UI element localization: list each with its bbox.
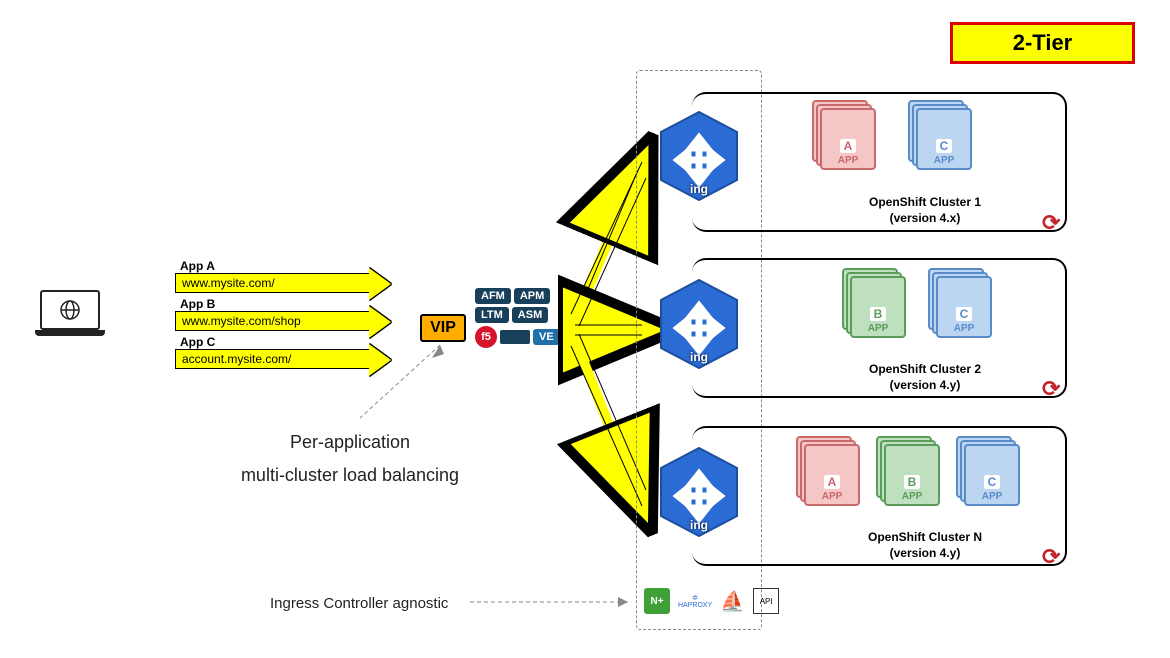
app-tile-c: CAPP: [916, 108, 972, 170]
cluster-2-caption: OpenShift Cluster 2(version 4.y): [820, 362, 1030, 393]
vip-label: VIP: [430, 319, 456, 337]
cluster-3-apps: AAPP BAPP CAPP: [804, 444, 1020, 506]
app-label-a: App A: [175, 259, 245, 273]
app-tile-b3: BAPP: [884, 444, 940, 506]
app-tile-c2: CAPP: [936, 276, 992, 338]
cluster-3-caption: OpenShift Cluster N(version 4.y): [820, 530, 1030, 561]
cycle-icon-2: ⟳: [1042, 376, 1060, 402]
caption-pointer: [300, 340, 460, 430]
f5-module-group: AFM APM LTM ASM f5 VE: [475, 288, 575, 348]
tier-badge: 2-Tier: [950, 22, 1135, 64]
caption-ingress: Ingress Controller agnostic: [270, 595, 448, 612]
api-icon: API: [753, 588, 779, 614]
cluster-1-apps: AAPP CAPP: [820, 108, 972, 170]
app-tile-c3: CAPP: [964, 444, 1020, 506]
ingress-logos: N+ ✲HAPROXY ⛵ API: [644, 588, 779, 614]
app-tile-a: AAPP: [820, 108, 876, 170]
cluster-2-apps: BAPP CAPP: [850, 276, 992, 338]
module-asm: ASM: [512, 307, 548, 323]
cluster-1-caption: OpenShift Cluster 1(version 4.x): [820, 195, 1030, 226]
app-url-b: www.mysite.com/shop: [175, 311, 370, 331]
f5-logo-icon: f5: [475, 326, 497, 348]
vip-box: VIP: [420, 314, 466, 342]
f5-appliance-icon: [500, 330, 530, 344]
app-tile-b: BAPP: [850, 276, 906, 338]
app-label-b: App B: [175, 297, 245, 311]
module-apm: APM: [514, 288, 550, 304]
module-ltm: LTM: [475, 307, 509, 323]
cycle-icon-3: ⟳: [1042, 544, 1060, 570]
module-afm: AFM: [475, 288, 511, 304]
tier-badge-text: 2-Tier: [1013, 30, 1073, 56]
haproxy-icon: ✲HAPROXY: [678, 594, 712, 609]
cycle-icon-1: ⟳: [1042, 210, 1060, 236]
client-laptop-icon: [40, 290, 105, 336]
app-url-a: www.mysite.com/: [175, 273, 370, 293]
module-ve: VE: [533, 329, 560, 345]
globe-icon: [58, 298, 82, 322]
app-label-c: App C: [175, 335, 245, 349]
ingress-pointer: [470, 590, 640, 610]
istio-icon: ⛵: [720, 589, 745, 614]
caption-lb: Per-application multi-cluster load balan…: [215, 432, 485, 486]
nginx-icon: N+: [644, 588, 670, 614]
app-tile-a3: AAPP: [804, 444, 860, 506]
